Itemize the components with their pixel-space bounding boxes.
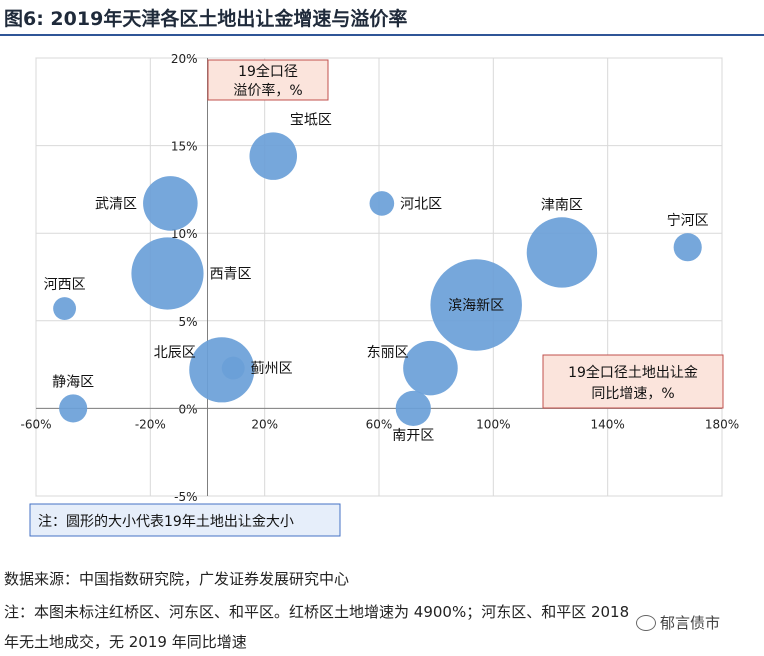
watermark: 郁言债市: [636, 612, 720, 633]
x-axis-title-line2: 同比增速，%: [591, 386, 674, 402]
x-tick-label: -60%: [20, 417, 51, 431]
grid-lines: [35, 57, 723, 497]
title-divider: [0, 34, 764, 36]
note-line-1: 注：本图未标注红桥区、河东区、和平区。红桥区土地增速为 4900%；河东区、和平…: [4, 603, 630, 621]
y-axis-title-line2: 溢价率，%: [233, 82, 302, 99]
bubble-label: 滨海新区: [448, 298, 504, 314]
bubble-label: 南开区: [392, 428, 434, 444]
bubble: [221, 356, 245, 380]
bubble-label: 宁河区: [667, 212, 709, 229]
x-tick-label: 20%: [251, 417, 278, 431]
size-legend-text: 注：圆形的大小代表19年土地出让金大小: [38, 514, 294, 530]
y-axis-title-box: 19全口径 溢价率，%: [207, 59, 329, 101]
data-source: 数据来源：中国指数研究院，广发证券发展研究中心: [4, 570, 350, 588]
bubble-label: 河西区: [44, 277, 86, 293]
y-tick-label: 10%: [171, 227, 198, 241]
bubble: [59, 394, 88, 423]
x-axis-title-box: 19全口径土地出让金 同比增速，%: [542, 354, 724, 409]
bubble-label: 河北区: [400, 196, 442, 212]
watermark-text: 郁言债市: [660, 614, 721, 632]
y-tick-label: 0%: [178, 402, 197, 416]
x-tick-label: -20%: [135, 417, 166, 431]
x-tick-label: 100%: [476, 417, 510, 431]
bubble: [53, 297, 77, 320]
bubble-label: 东丽区: [367, 345, 409, 361]
bubble: [143, 176, 198, 231]
x-tick-label: 180%: [705, 417, 739, 431]
bubble-label: 武清区: [95, 196, 137, 212]
bubble: [189, 337, 255, 403]
bubbles: [53, 132, 702, 426]
x-tick-label: 60%: [366, 417, 393, 431]
y-tick-label: 20%: [171, 52, 198, 66]
bubble-label: 蓟州区: [251, 361, 293, 377]
bubble: [430, 259, 522, 351]
bubble-label: 津南区: [541, 197, 583, 213]
bubble-label: 北辰区: [154, 345, 196, 361]
bubble: [526, 217, 598, 288]
bubble: [249, 132, 298, 180]
y-tick-label: -5%: [174, 490, 197, 504]
bubble: [403, 340, 458, 396]
bubble: [131, 237, 204, 310]
bubble: [395, 390, 431, 426]
bubble: [673, 233, 702, 262]
wechat-icon: [636, 614, 656, 631]
x-axis-title-line1: 19全口径土地出让金: [568, 364, 698, 381]
bubble-label: 西青区: [210, 266, 252, 282]
axes: 20% 15% 10% 5% 0% -5% -60% -20% 20% 60% 100% 140% 18…: [20, 52, 739, 504]
y-tick-label: 5%: [178, 315, 197, 329]
bubble-chart: 20% 15% 10% 5% 0% -5% -60% -20% 20% 60% 100% 140% 18…: [20, 52, 739, 537]
y-axis-title-line1: 19全口径: [238, 63, 298, 80]
bubble: [369, 191, 395, 216]
chart-title: 图6: 2019年天津各区土地出让金增速与溢价率: [4, 8, 408, 30]
x-tick-label: 140%: [591, 417, 625, 431]
bubble-label: 静海区: [52, 374, 94, 390]
size-legend-box: 注：圆形的大小代表19年土地出让金大小: [29, 503, 341, 537]
y-tick-label: 15%: [171, 140, 198, 154]
bubble-label: 宝坻区: [290, 112, 332, 128]
note-line-2: 年无土地成交，无 2019 年同比增速: [4, 633, 247, 651]
